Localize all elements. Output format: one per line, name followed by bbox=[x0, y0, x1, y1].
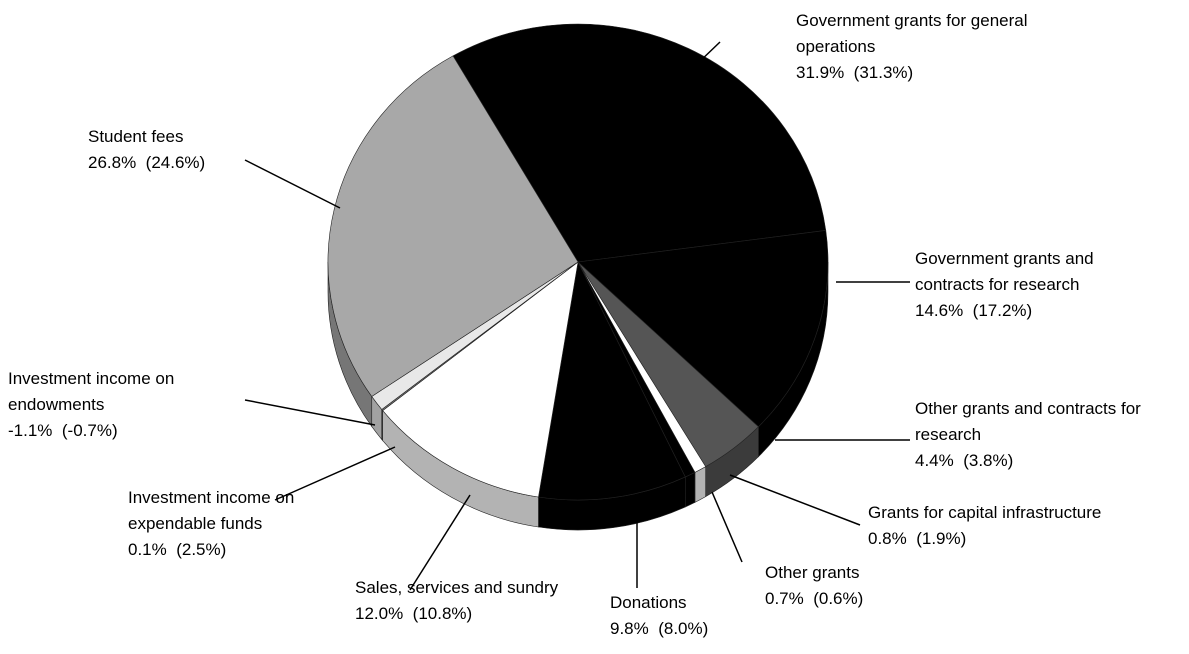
prior-label: (24.6%) bbox=[145, 153, 206, 172]
leader-line bbox=[274, 446, 396, 501]
pie-slice bbox=[577, 230, 829, 428]
slice-label: Investment income on expendable funds 0.1… bbox=[128, 485, 338, 563]
slice-label: Other grants 0.7% (0.6%) bbox=[765, 560, 915, 612]
prior-label: (0.6%) bbox=[813, 589, 864, 608]
value-label: 0.7% bbox=[765, 589, 804, 608]
prior-label: (3.8%) bbox=[963, 451, 1014, 470]
category-name: Investment income on expendable funds bbox=[128, 488, 295, 533]
prior-label: (2.5%) bbox=[176, 540, 227, 559]
value-label: 14.6% bbox=[915, 301, 964, 320]
pie-slice bbox=[452, 23, 827, 263]
category-name: Other grants bbox=[765, 563, 860, 582]
value-row: 26.8% (24.6%) bbox=[88, 150, 248, 176]
value-row: -1.1% (-0.7%) bbox=[8, 418, 178, 444]
pie-slice bbox=[382, 261, 579, 498]
value-row: 12.0% (10.8%) bbox=[355, 601, 565, 627]
prior-label: (17.2%) bbox=[972, 301, 1033, 320]
value-row: 14.6% (17.2%) bbox=[915, 298, 1165, 324]
value-row: 9.8% (8.0%) bbox=[610, 616, 760, 642]
category-name: Grants for capital infrastructure bbox=[868, 503, 1102, 522]
leader-line bbox=[711, 491, 743, 563]
slice-label: Government grants and contracts for rese… bbox=[915, 246, 1165, 324]
value-label: 31.9% bbox=[796, 63, 845, 82]
leader-line bbox=[729, 474, 861, 526]
value-row: 0.8% (1.9%) bbox=[868, 526, 1188, 552]
prior-label: (10.8%) bbox=[412, 604, 473, 623]
category-name: Sales, services and sundry bbox=[355, 578, 559, 597]
slice-label: Student fees 26.8% (24.6%) bbox=[88, 124, 248, 176]
slice-label: Sales, services and sundry 12.0% (10.8%) bbox=[355, 575, 565, 627]
value-row: 0.7% (0.6%) bbox=[765, 586, 915, 612]
slice-side bbox=[685, 471, 696, 508]
value-label: 0.1% bbox=[128, 540, 167, 559]
prior-label: (-0.7%) bbox=[61, 421, 118, 440]
category-name: Other grants and contracts for research bbox=[915, 399, 1141, 444]
value-row: 0.1% (2.5%) bbox=[128, 537, 338, 563]
leader-line bbox=[409, 494, 471, 591]
category-name: Student fees bbox=[88, 127, 184, 146]
value-row: 31.9% (31.3%) bbox=[796, 60, 1036, 86]
value-row: 4.4% (3.8%) bbox=[915, 448, 1155, 474]
slice-label: Donations 9.8% (8.0%) bbox=[610, 590, 760, 642]
slice-side bbox=[694, 466, 706, 503]
value-label: 0.8% bbox=[868, 529, 907, 548]
value-label: 4.4% bbox=[915, 451, 954, 470]
leader-line bbox=[671, 41, 721, 89]
prior-label: (8.0%) bbox=[658, 619, 709, 638]
slice-label: Investment income on endowments -1.1% (-0… bbox=[8, 366, 178, 444]
leader-line bbox=[244, 399, 376, 426]
prior-label: (1.9%) bbox=[916, 529, 967, 548]
leader-line bbox=[244, 159, 341, 209]
value-label: 12.0% bbox=[355, 604, 404, 623]
prior-label: (31.3%) bbox=[853, 63, 914, 82]
pie-slice bbox=[538, 261, 686, 501]
slice-label: Other grants and contracts for research 4… bbox=[915, 396, 1155, 474]
slice-label: Government grants for general operations… bbox=[796, 8, 1036, 86]
category-name: Donations bbox=[610, 593, 687, 612]
value-label: -1.1% bbox=[8, 421, 53, 440]
category-name: Government grants and contracts for rese… bbox=[915, 249, 1094, 294]
value-label: 26.8% bbox=[88, 153, 137, 172]
category-name: Government grants for general operations bbox=[796, 11, 1028, 56]
pie-slice bbox=[327, 55, 579, 397]
slice-label: Grants for capital infrastructure 0.8% (1… bbox=[868, 500, 1188, 552]
category-name: Investment income on endowments bbox=[8, 369, 175, 414]
value-label: 9.8% bbox=[610, 619, 649, 638]
